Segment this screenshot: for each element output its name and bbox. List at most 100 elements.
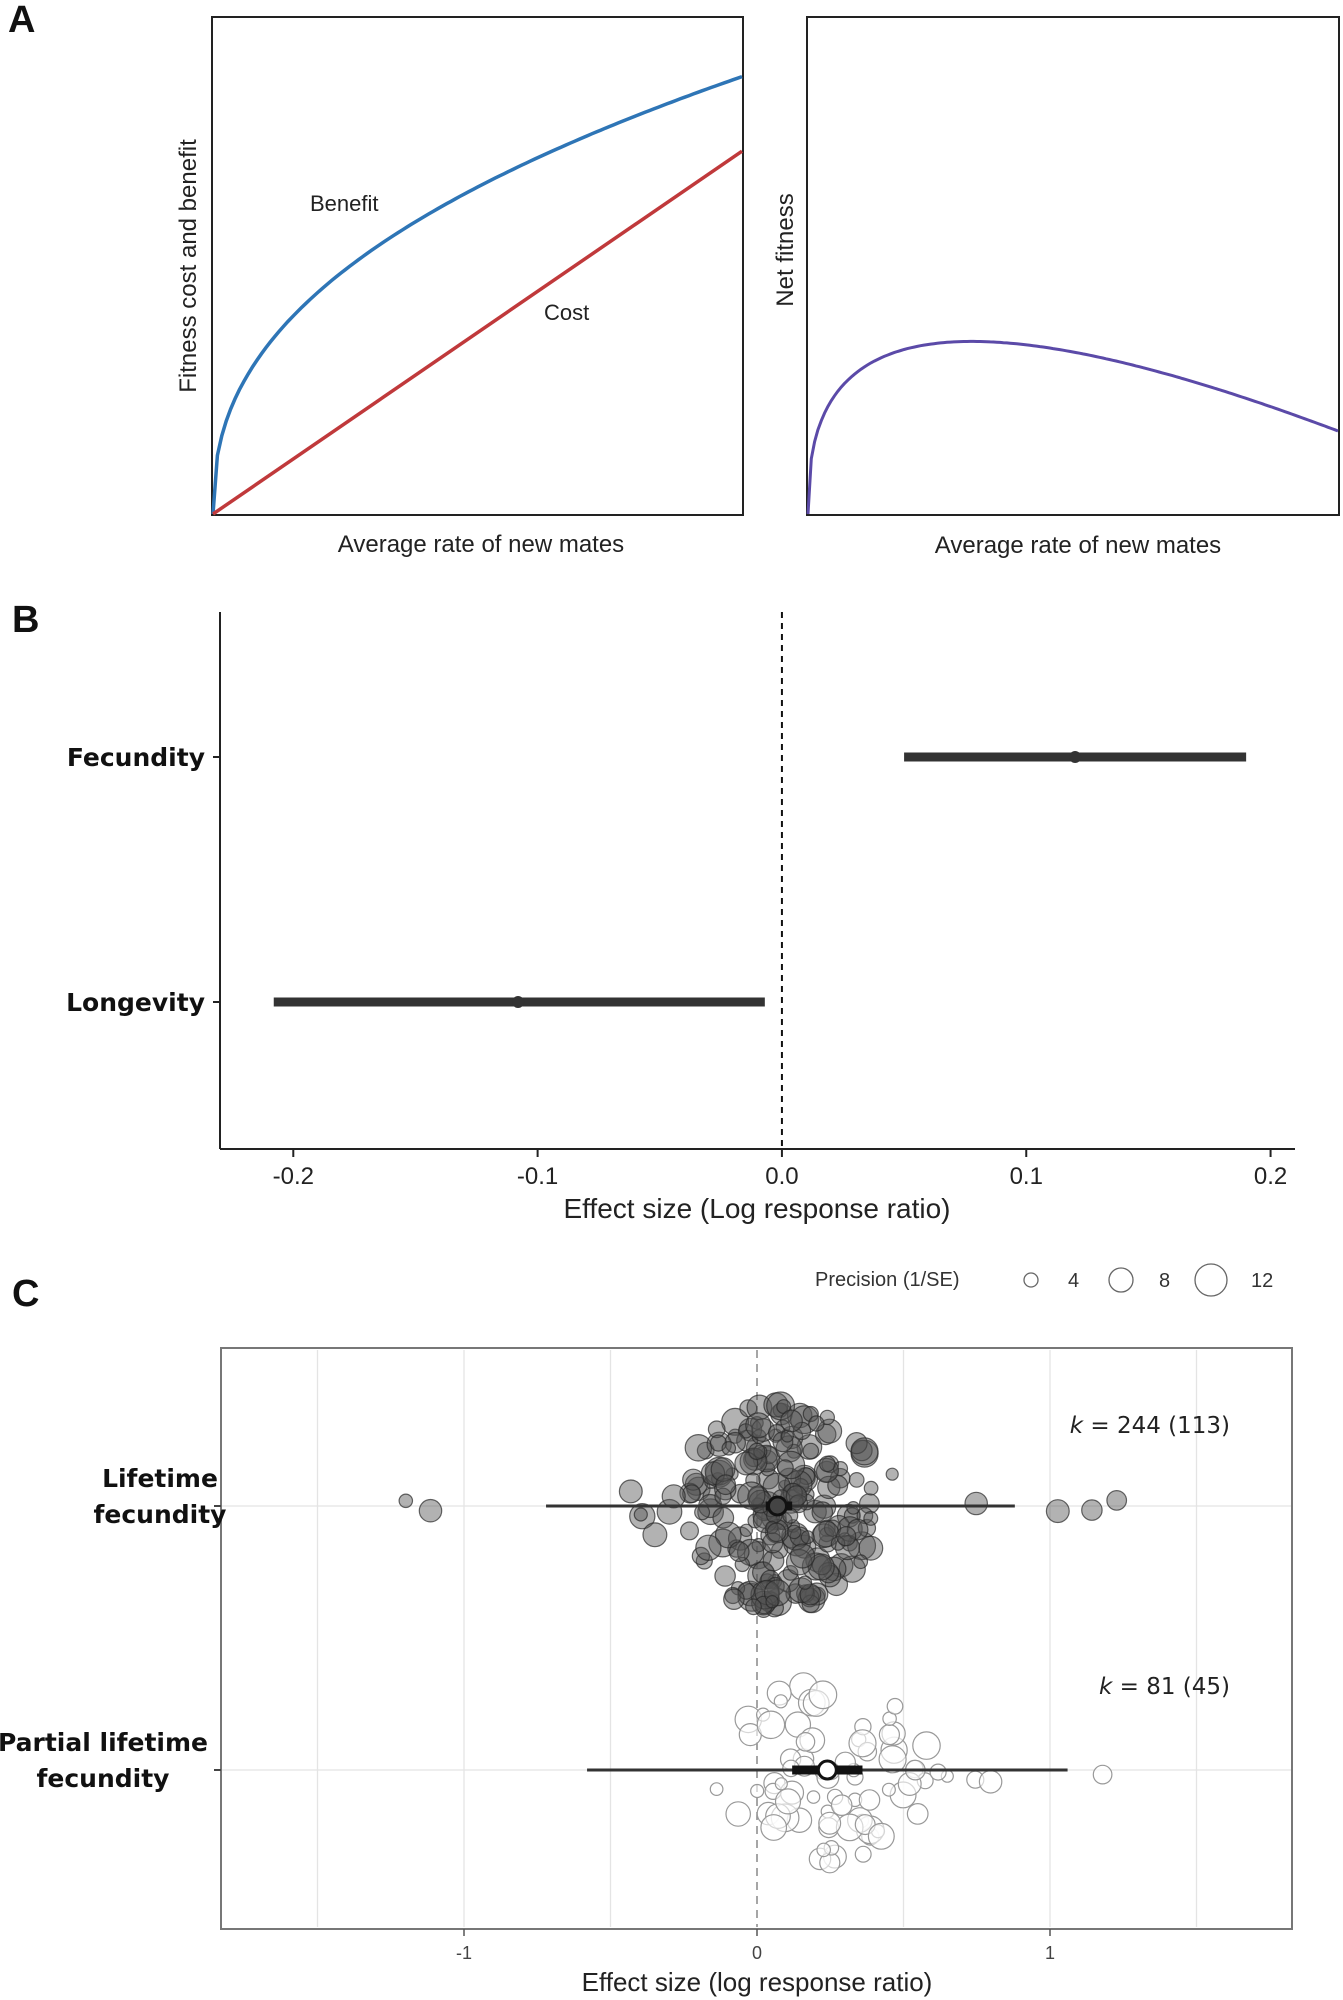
lifetime-fecundity-point xyxy=(715,1474,737,1496)
lifetime-fecundity-point xyxy=(848,1471,865,1488)
lifetime-fecundity-point xyxy=(780,1409,803,1433)
panel-a-right: Net fitness Average rate of new mates xyxy=(772,16,1340,559)
lifetime-fecundity-point xyxy=(737,1582,755,1600)
lifetime-fecundity-point xyxy=(785,1548,813,1576)
lifetime-fecundity-point xyxy=(751,1537,766,1553)
lifetime-fecundity-point xyxy=(714,1521,742,1549)
lifetime-fecundity-point xyxy=(782,1482,803,1504)
lifetime-fecundity-point xyxy=(863,1480,879,1496)
partial-lifetime-fecundity-point xyxy=(709,1782,724,1796)
lifetime-fecundity-point xyxy=(789,1543,816,1569)
lifetime-fecundity-point xyxy=(1106,1489,1128,1511)
lifetime-fecundity-point xyxy=(765,1520,779,1535)
panel-b-point-estimate xyxy=(512,996,525,1008)
lifetime-fecundity-point xyxy=(885,1467,899,1481)
lifetime-fecundity-point xyxy=(846,1518,869,1541)
partial-lifetime-fecundity-point xyxy=(929,1763,947,1781)
partial-lifetime-fecundity-point xyxy=(878,1745,907,1774)
partial-lifetime-fecundity-point xyxy=(818,1811,842,1835)
cost-label: Cost xyxy=(544,300,589,325)
benefit-curve xyxy=(211,74,743,515)
panel-b-estimates: Fecundity Longevity xyxy=(66,743,1247,1017)
legend-size-12: 12 xyxy=(1251,1270,1273,1292)
panel-b-point-estimate xyxy=(1069,751,1082,763)
panel-a-left-xlabel: Average rate of new mates xyxy=(338,531,624,558)
panel-c-category-label: fecundity xyxy=(37,1764,170,1793)
lifetime-fecundity-point xyxy=(789,1405,819,1435)
lifetime-fecundity-point xyxy=(745,1472,761,1488)
lifetime-fecundity-point xyxy=(633,1507,648,1522)
cost-line xyxy=(212,149,743,516)
partial-lifetime-fecundity-point xyxy=(854,1845,872,1863)
panel-b-x-tick-label: 0.2 xyxy=(1254,1163,1287,1190)
lifetime-fecundity-point xyxy=(682,1468,705,1491)
lifetime-fecundity-point xyxy=(695,1534,722,1562)
partial-lifetime-fecundity-point xyxy=(756,1710,786,1740)
lifetime-fecundity-point xyxy=(739,1447,768,1476)
lifetime-fecundity-point xyxy=(964,1491,988,1516)
lifetime-fecundity-point xyxy=(802,1405,819,1423)
lifetime-fecundity-point xyxy=(863,1510,879,1526)
benefit-label: Benefit xyxy=(310,191,379,216)
lifetime-fecundity-point xyxy=(776,1450,806,1480)
net-fitness-curve xyxy=(806,339,1339,515)
lifetime-fecundity-point xyxy=(768,1423,786,1442)
panel-label-b: B xyxy=(12,599,39,641)
panel-b: -0.2 -0.1 0.0 0.1 0.2 Fecundity Longevity Eff… xyxy=(66,612,1295,1224)
lifetime-fecundity-point xyxy=(682,1484,702,1504)
lifetime-fecundity-point xyxy=(418,1498,443,1523)
lifetime-fecundity-point xyxy=(748,1442,766,1461)
partial-lifetime-fecundity-point xyxy=(750,1783,765,1799)
lifetime-fecundity-point xyxy=(739,1399,758,1418)
lifetime-fecundity-point xyxy=(752,1508,778,1534)
lifetime-fecundity-point xyxy=(786,1524,802,1540)
lifetime-fecundity-point xyxy=(782,1564,799,1581)
legend-size-4-symbol xyxy=(1023,1272,1039,1288)
lifetime-fecundity-point xyxy=(857,1518,877,1538)
partial-lifetime-fecundity-point xyxy=(774,1788,802,1815)
panel-a-right-ylabel: Net fitness xyxy=(772,193,799,306)
lifetime-fecundity-point xyxy=(802,1442,820,1460)
partial-lifetime-fecundity-point xyxy=(912,1731,941,1760)
lifetime-fecundity-point xyxy=(707,1420,726,1439)
panel-c-k-label: k = 244 (113) xyxy=(1070,1413,1230,1439)
partial-lifetime-fecundity-point xyxy=(808,1680,838,1710)
lifetime-fecundity-point xyxy=(853,1554,869,1570)
panel-c-ticks: -1 0 1 xyxy=(456,1929,1055,1963)
partial-lifetime-fecundity-point xyxy=(725,1801,751,1827)
lifetime-fecundity-point xyxy=(765,1594,779,1609)
lifetime-fecundity-point xyxy=(398,1493,414,1509)
lifetime-fecundity-point xyxy=(838,1555,866,1583)
lifetime-fecundity-point xyxy=(737,1481,766,1510)
legend-size-4: 4 xyxy=(1068,1270,1079,1292)
lifetime-fecundity-point xyxy=(679,1521,699,1541)
panel-c-k-label: k = 81 (45) xyxy=(1099,1674,1230,1700)
panel-c-x-tick-label: 1 xyxy=(1045,1943,1055,1963)
lifetime-fecundity-point xyxy=(618,1479,643,1504)
panel-c-x-tick-label: -1 xyxy=(456,1943,472,1963)
lifetime-fecundity-point xyxy=(846,1500,861,1515)
panel-b-xlabel: Effect size (Log response ratio) xyxy=(563,1193,950,1224)
partial-lifetime-fecundity-point xyxy=(881,1782,896,1797)
legend-title: Precision (1/SE) xyxy=(815,1269,960,1291)
legend-size-12-symbol xyxy=(1194,1263,1228,1297)
panel-b-category-label: Longevity xyxy=(66,988,205,1017)
panel-c-x-tick-label: 0 xyxy=(752,1943,762,1963)
lifetime-fecundity-point xyxy=(818,1526,835,1543)
lifetime-fecundity-point xyxy=(818,1455,836,1473)
partial-lifetime-fecundity-point xyxy=(848,1729,877,1758)
panel-c-overall-estimate xyxy=(816,1759,838,1781)
partial-lifetime-fecundity-point xyxy=(816,1842,831,1858)
lifetime-fecundity-point xyxy=(766,1522,787,1543)
lifetime-fecundity-point xyxy=(1045,1499,1070,1524)
lifetime-fecundity-point xyxy=(836,1526,857,1547)
lifetime-fecundity-point xyxy=(745,1412,772,1439)
panel-label-a: A xyxy=(8,0,35,41)
panel-c: Lifetime fecundity k = 244 (113) Partial li… xyxy=(0,1347,1293,1997)
lifetime-fecundity-point xyxy=(736,1538,765,1567)
panel-label-c: C xyxy=(12,1273,39,1315)
lifetime-fecundity-point xyxy=(830,1536,846,1551)
panel-a-left: Benefit Cost Fitness cost and benefit Av… xyxy=(175,16,744,558)
partial-lifetime-fecundity-point xyxy=(806,1790,821,1804)
